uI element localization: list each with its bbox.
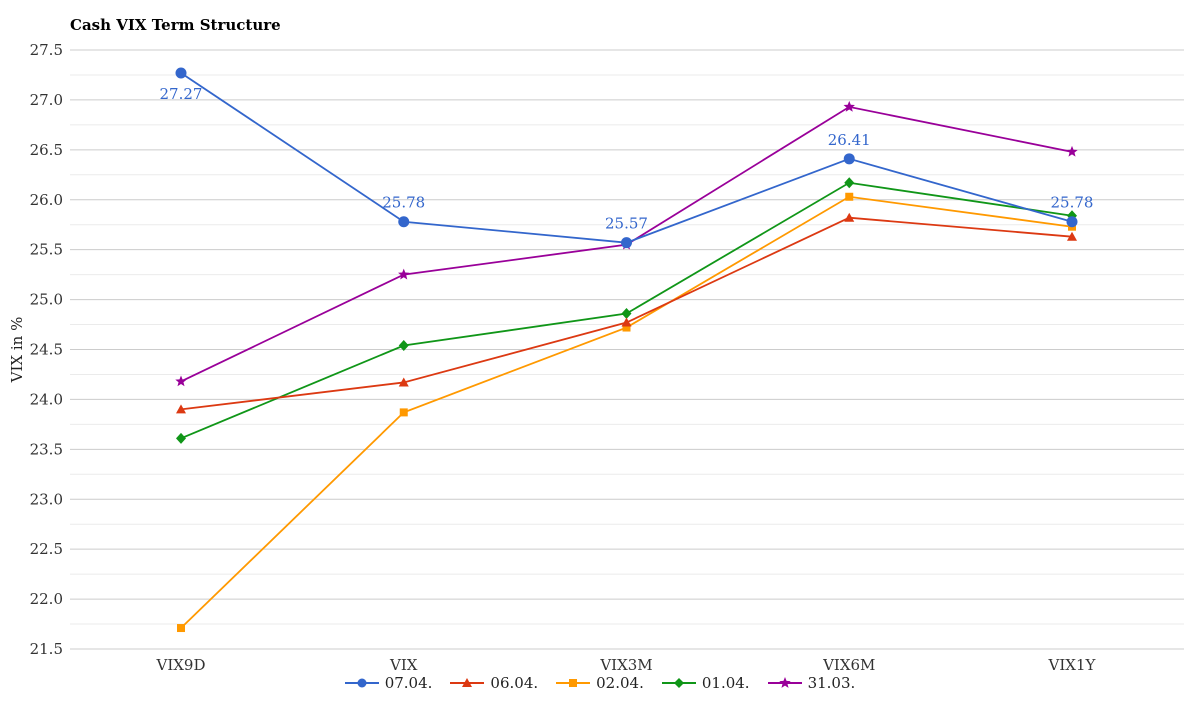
data-label: 26.41 bbox=[828, 131, 871, 149]
data-label: 25.78 bbox=[1051, 194, 1094, 212]
legend: 07.04. 06.04. 02.04. 01.04. 31.03. bbox=[0, 674, 1200, 692]
y-tick-label: 23.5 bbox=[30, 440, 63, 458]
data-point bbox=[622, 323, 631, 332]
x-tick-label: VIX1Y bbox=[1048, 656, 1097, 674]
x-tick-label: VIX9D bbox=[155, 656, 205, 674]
data-point bbox=[175, 375, 187, 387]
legend-label: 01.04. bbox=[701, 674, 750, 692]
legend-label: 06.04. bbox=[490, 674, 539, 692]
legend-label: 31.03. bbox=[807, 674, 856, 692]
legend-item: 01.04. bbox=[661, 674, 750, 692]
legend-swatch bbox=[767, 677, 802, 688]
chart-title: Cash VIX Term Structure bbox=[70, 16, 281, 34]
y-tick-label: 23.0 bbox=[30, 490, 63, 508]
data-point bbox=[399, 408, 408, 417]
y-axis-title: VIX in % bbox=[8, 317, 26, 384]
y-tick-label: 22.0 bbox=[30, 590, 63, 608]
y-tick-label: 25.5 bbox=[30, 241, 63, 259]
y-tick-label: 22.5 bbox=[30, 540, 63, 558]
y-tick-label: 25.0 bbox=[30, 291, 63, 309]
data-point bbox=[1067, 231, 1077, 241]
data-point bbox=[845, 192, 854, 201]
legend-label: 02.04. bbox=[596, 674, 644, 692]
legend-swatch bbox=[661, 678, 696, 688]
y-tick-label: 27.5 bbox=[30, 41, 63, 59]
series-line bbox=[180, 195, 1073, 629]
x-tick-label: VIX bbox=[389, 656, 418, 674]
data-point bbox=[175, 67, 187, 79]
legend-swatch bbox=[556, 679, 591, 687]
data-point bbox=[398, 377, 409, 387]
data-point bbox=[398, 216, 410, 228]
data-point bbox=[177, 624, 185, 633]
data-point bbox=[843, 153, 855, 165]
y-tick-label: 24.5 bbox=[30, 341, 63, 359]
data-point bbox=[398, 268, 410, 280]
data-point bbox=[1066, 216, 1078, 228]
data-point bbox=[844, 177, 855, 189]
data-point bbox=[621, 308, 632, 320]
y-tick-label: 26.0 bbox=[30, 191, 63, 209]
y-tick-label: 26.5 bbox=[30, 141, 63, 159]
legend-swatch bbox=[450, 678, 485, 687]
x-tick-label: VIX6M bbox=[822, 656, 875, 674]
data-label: 27.27 bbox=[160, 85, 203, 103]
data-point bbox=[176, 404, 186, 414]
data-point bbox=[844, 212, 855, 222]
data-point bbox=[398, 340, 409, 352]
y-tick-label: 21.5 bbox=[30, 640, 63, 658]
legend-swatch bbox=[344, 678, 379, 688]
data-label: 25.78 bbox=[382, 194, 425, 212]
data-point bbox=[621, 237, 632, 249]
legend-label: 07.04. bbox=[384, 674, 433, 692]
data-label: 25.57 bbox=[605, 215, 648, 233]
legend-item: 02.04. bbox=[556, 674, 644, 692]
x-tick-label: VIX3M bbox=[599, 656, 652, 674]
data-point bbox=[621, 317, 632, 327]
data-point bbox=[176, 432, 186, 444]
data-point bbox=[1066, 145, 1078, 157]
legend-item: 06.04. bbox=[450, 674, 538, 692]
legend-item: 31.03. bbox=[767, 674, 856, 692]
data-point bbox=[843, 100, 855, 112]
y-tick-label: 24.0 bbox=[30, 390, 63, 408]
y-tick-label: 27.0 bbox=[30, 91, 63, 109]
legend-item: 07.04. bbox=[344, 674, 433, 692]
